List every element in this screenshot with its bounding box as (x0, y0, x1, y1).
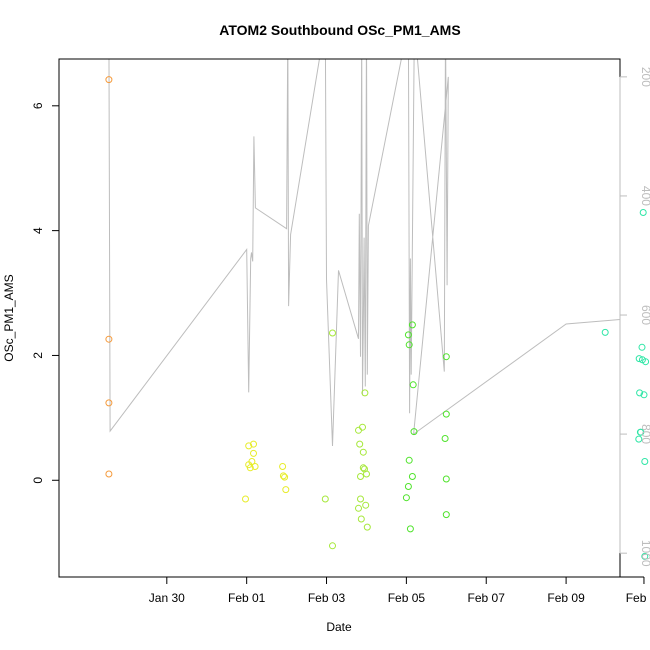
x-tick-label: Feb 05 (388, 591, 426, 605)
data-point (105, 399, 113, 407)
y-tick-label: 4 (31, 227, 45, 234)
x-tick-label: Feb 01 (228, 591, 266, 605)
data-point (357, 495, 364, 503)
points-layer (105, 76, 650, 560)
secondary-trace-layer (108, 59, 620, 447)
data-point (405, 341, 413, 349)
y-axis-label: OSc_PM1_AMS (2, 274, 16, 361)
data-point (640, 391, 648, 399)
secondary-trace-line (108, 59, 620, 447)
data-point (402, 494, 410, 502)
data-point (355, 504, 362, 512)
secondary-tick-label: 200 (639, 67, 650, 87)
data-point (357, 515, 365, 523)
data-point (329, 329, 336, 337)
data-point (363, 470, 370, 478)
data-point (637, 428, 645, 436)
data-point (635, 435, 643, 443)
data-point (641, 458, 649, 465)
data-point (361, 389, 369, 397)
x-tick-label: Feb 11 (626, 591, 650, 605)
data-point (281, 473, 289, 481)
data-point (248, 458, 256, 465)
data-point (601, 328, 609, 336)
secondary-tick-label: 600 (639, 305, 650, 325)
secondary-tick-label: 400 (639, 186, 650, 206)
data-point (442, 410, 450, 418)
x-axis-label: Date (326, 620, 352, 634)
data-point (250, 449, 257, 457)
data-point (321, 495, 329, 503)
axes-layer: Jan 30 Feb 01 Feb 03 Feb 05 Feb 07 Feb 09 Feb … (31, 67, 650, 605)
data-point (408, 473, 416, 480)
chart-title: ATOM2 Southbound OSc_PM1_AMS (219, 22, 460, 38)
secondary-tick-label: 800 (639, 424, 650, 444)
data-point (636, 389, 644, 397)
data-point (442, 353, 450, 361)
data-point (408, 321, 416, 329)
data-point (279, 463, 287, 470)
data-point (359, 464, 367, 472)
data-point (404, 483, 412, 490)
data-point (441, 435, 449, 442)
data-point (279, 472, 287, 480)
data-point (442, 511, 450, 519)
y-tick-label: 6 (31, 102, 45, 109)
data-point (442, 475, 450, 483)
data-point (639, 209, 647, 216)
data-point (359, 448, 367, 456)
data-point (105, 76, 113, 84)
data-point (329, 542, 336, 550)
data-point (635, 355, 643, 363)
data-point (105, 335, 113, 343)
data-point (409, 381, 417, 389)
secondary-tick-label: 1000 (639, 540, 650, 567)
data-point (406, 525, 414, 533)
data-point (404, 331, 412, 339)
y-tick-label: 2 (31, 352, 45, 359)
data-point (250, 440, 257, 448)
data-point (355, 426, 362, 434)
data-point (638, 343, 646, 351)
data-point (405, 456, 413, 464)
data-point (359, 423, 366, 431)
x-tick-label: Jan 30 (149, 591, 185, 605)
data-point (242, 495, 249, 503)
x-tick-label: Feb 03 (308, 591, 346, 605)
data-point (282, 486, 290, 494)
data-point (642, 358, 650, 366)
data-point (251, 463, 259, 470)
x-tick-label: Feb 09 (547, 591, 585, 605)
x-tick-label: Feb 07 (468, 591, 506, 605)
data-point (363, 523, 371, 531)
data-point (356, 440, 364, 448)
data-point (357, 473, 364, 480)
y-tick-label: 0 (31, 477, 45, 484)
data-point (246, 464, 254, 472)
plot-frame (58, 58, 621, 578)
data-point (641, 552, 649, 560)
data-point (410, 428, 418, 436)
data-point (362, 501, 370, 509)
data-point (105, 470, 113, 478)
data-point (245, 442, 253, 450)
